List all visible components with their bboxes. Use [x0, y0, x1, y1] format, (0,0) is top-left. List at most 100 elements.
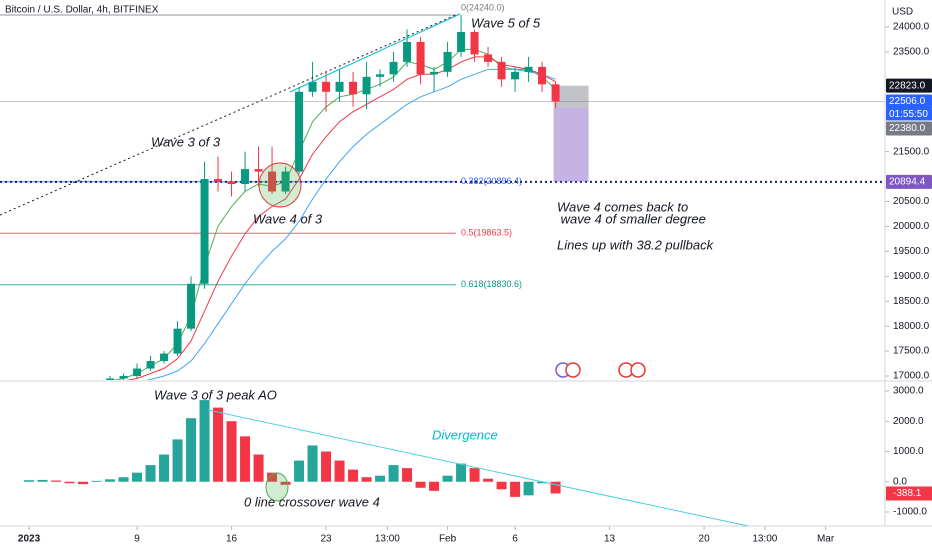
y-tick-label: 17500.0: [893, 346, 930, 357]
x-tick-label: 2023: [18, 534, 41, 545]
x-tick-label: 13: [604, 534, 616, 545]
ao-bar: [307, 445, 318, 482]
candle-body: [457, 31, 466, 52]
candle-body: [308, 81, 317, 92]
event-icon[interactable]: [630, 362, 646, 378]
price-badge-label: 20894.4: [889, 176, 926, 187]
ao-bar: [388, 465, 399, 482]
candle-body: [376, 74, 385, 77]
ao-bar: [375, 475, 386, 482]
ao-bar: [226, 421, 237, 482]
candle-body: [133, 368, 142, 377]
ao-bar: [64, 481, 75, 484]
position-box: [553, 107, 589, 182]
price-badge-label: 22380.0: [889, 123, 926, 134]
candle-body: [430, 71, 439, 75]
ao-bar: [172, 439, 183, 482]
candle-body: [470, 31, 479, 55]
ao-bar: [105, 479, 116, 482]
price-pane: 0(24240.0)0.382(20896.4)0.5(19863.5)0.61…: [0, 2, 885, 380]
y-tick-label: 0.0: [893, 476, 907, 487]
y-tick-label: 18000.0: [893, 321, 930, 332]
x-tick-label: Feb: [439, 534, 457, 545]
ao-bar: [51, 480, 62, 482]
fib-label: 0(24240.0): [461, 2, 505, 12]
annotation: Wave 4 of 3: [253, 211, 323, 226]
annotation: Wave 3 of 3 peak AO: [154, 387, 277, 402]
countdown-badge: [886, 108, 932, 121]
y-tick-label: 17000.0: [893, 371, 930, 382]
y-tick-label: 18500.0: [893, 296, 930, 307]
candle-body: [497, 61, 506, 80]
chart-title: Bitcoin / U.S. Dollar, 4h, BITFINEX: [5, 5, 159, 16]
candle-body: [511, 71, 520, 80]
x-tick-label: 23: [320, 534, 332, 545]
event-icons[interactable]: [555, 362, 646, 378]
y-tick-label: 21500.0: [893, 146, 930, 157]
candle-body: [106, 378, 115, 380]
channel-line: [289, 13, 461, 93]
y-tick-label: 20000.0: [893, 221, 930, 232]
candle-body: [416, 41, 425, 75]
annotation: wave 4 of smaller degree: [557, 211, 706, 226]
value-badge: [886, 486, 932, 501]
trend-line: [0, 13, 459, 216]
ao-bar: [213, 407, 224, 482]
ao-bar: [348, 469, 359, 482]
candle-body: [551, 84, 560, 102]
y-tick-label: 20500.0: [893, 196, 930, 207]
candle-body: [362, 76, 371, 95]
ao-bar: [186, 418, 197, 482]
candle-body: [524, 66, 533, 72]
fib-label: 0.618(18830.6): [461, 279, 522, 289]
x-tick-label: Mar: [817, 534, 835, 545]
price-badge: [886, 94, 932, 109]
ao-bar: [294, 460, 305, 482]
ao-bar: [267, 472, 278, 482]
ao-bar: [550, 481, 561, 494]
event-icon[interactable]: [565, 362, 581, 378]
moving-average: [112, 48, 556, 380]
ao-bar: [132, 472, 143, 482]
y-tick-label: 19000.0: [893, 271, 930, 282]
candle-body: [254, 169, 263, 172]
ao-pane: [24, 400, 561, 497]
candle-body: [160, 353, 169, 362]
candle-body: [187, 283, 196, 329]
x-tick-label: 16: [226, 534, 238, 545]
ao-bar: [118, 477, 129, 482]
highlight-circle: [258, 162, 302, 208]
price-badge-label: 22506.0: [889, 96, 926, 107]
fib-label: 0.5(19863.5): [461, 228, 512, 238]
candle-body: [295, 91, 304, 172]
moving-average: [126, 56, 556, 380]
y-tick-label: 24000.0: [893, 22, 930, 33]
candle-body: [200, 179, 209, 284]
ao-bar: [78, 481, 89, 485]
x-tick-label: 20: [699, 534, 711, 545]
price-badge: [886, 174, 932, 189]
moving-average: [145, 68, 556, 380]
x-tick-label: 9: [134, 534, 140, 545]
candle-body: [484, 54, 493, 62]
ao-bar: [199, 400, 210, 482]
candle-body: [268, 171, 277, 192]
x-tick-label: 13:00: [375, 534, 400, 545]
ao-bar: [321, 451, 332, 482]
x-tick-label: 13:00: [752, 534, 777, 545]
ao-bar: [334, 460, 345, 482]
candle-body: [349, 81, 358, 95]
candle-body: [214, 179, 223, 182]
candle-body: [538, 66, 547, 85]
candle-body: [173, 328, 182, 354]
currency-label: USD: [892, 7, 913, 18]
ao-bar: [91, 480, 102, 482]
candle-body: [389, 61, 398, 75]
ao-bar: [37, 479, 48, 482]
annotation: Wave 5 of 5: [471, 15, 541, 30]
y-tick-label: 3000.0: [893, 386, 924, 397]
ao-bar: [456, 463, 467, 482]
annotation: Wave 4 comes back to: [557, 199, 688, 214]
